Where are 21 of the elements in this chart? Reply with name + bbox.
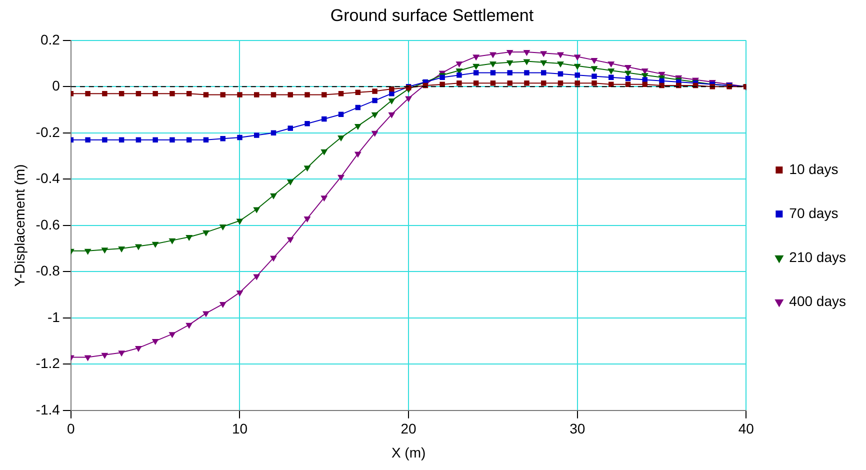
y-tick-label: -0.6 [36, 216, 60, 232]
legend-label: 400 days [789, 292, 846, 309]
x-axis-title: X (m) [391, 444, 426, 460]
y-tick-label: 0 [52, 78, 60, 94]
x-tick-label: 30 [570, 420, 586, 437]
y-tick-label: -1 [47, 308, 60, 325]
y-axis-title: Y-Displacement (m) [11, 164, 28, 287]
y-tick-label: -1.2 [36, 355, 60, 372]
x-tick-label: 20 [400, 420, 417, 437]
x-tick-label: 40 [738, 420, 754, 437]
legend-label: 10 days [789, 160, 838, 177]
legend-label: 70 days [789, 204, 838, 221]
chart-title: Ground surface Settlement [330, 6, 534, 25]
y-tick-label: 0.2 [40, 31, 60, 48]
y-tick-label: -1.4 [36, 401, 60, 418]
x-tick-label: 0 [67, 420, 76, 437]
y-tick-label: -0.8 [36, 262, 60, 279]
y-tick-label: -0.4 [36, 170, 60, 186]
x-tick-label: 10 [232, 420, 248, 437]
legend-label: 210 days [789, 248, 846, 265]
y-tick-label: -0.2 [36, 124, 60, 140]
